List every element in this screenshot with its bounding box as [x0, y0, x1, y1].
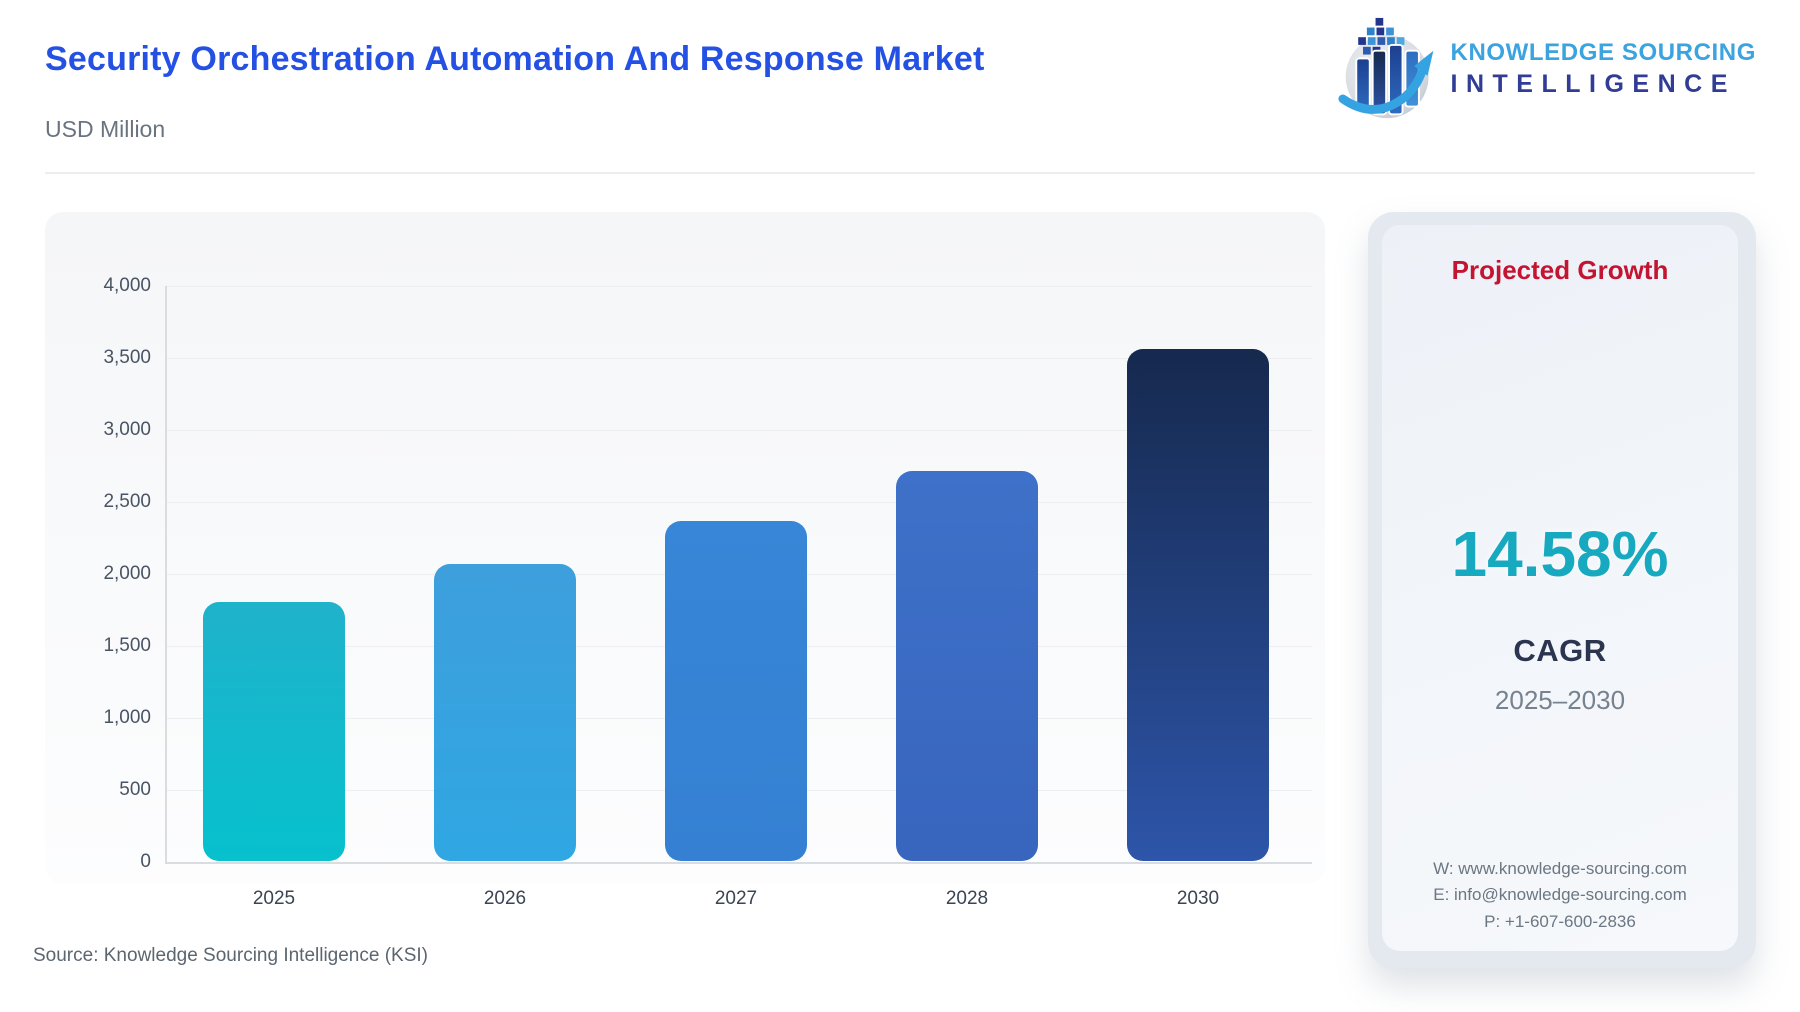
gridline: [166, 430, 1312, 431]
y-axis-tick-label: 3,000: [103, 419, 151, 440]
y-axis-tick-label: 4,000: [103, 275, 151, 296]
gridline: [166, 358, 1312, 359]
plot-area: 2025 2026 2027 2028 2030: [165, 286, 1312, 909]
y-axis-labels: 4,000 3,500 3,000 2,500 2,000 1,500 1,000 500 0: [45, 275, 151, 872]
contact-website: W: www.knowledge-sourcing.com: [1433, 858, 1687, 878]
unit-label: USD Million: [45, 116, 166, 142]
y-axis-tick-label: 2,000: [103, 563, 151, 584]
logo-line1: KNOWLEDGE SOURCING: [1450, 39, 1756, 66]
contact-email: E: info@knowledge-sourcing.com: [1433, 885, 1687, 905]
logo-text: KNOWLEDGE SOURCING INTELLIGENCE: [1451, 39, 1756, 99]
company-logo: KNOWLEDGE SOURCING INTELLIGENCE: [1337, 16, 1756, 122]
cagr-label: CAGR: [1513, 633, 1607, 668]
gridline: [166, 862, 1312, 864]
forecast-period: 2025–2030: [1494, 685, 1626, 715]
x-axis-tick-label: 2030: [1176, 888, 1220, 909]
x-axis-tick-label: 2025: [252, 888, 296, 909]
growth-panel-card: Projected Growth 14.58% CAGR 2025–2030 W…: [1382, 225, 1738, 951]
gridline: [166, 502, 1312, 503]
bar-chart-globe-arrow-icon: [1337, 17, 1433, 119]
y-axis-line: [165, 286, 167, 864]
source-note: Source: Knowledge Sourcing Intelligence …: [33, 945, 429, 966]
bar-2028[interactable]: [896, 471, 1038, 861]
contact-phone: P: +1-607-600-2836: [1484, 911, 1636, 931]
x-axis-tick-label: 2027: [714, 888, 758, 909]
page-title: Security Orchestration Automation And Re…: [45, 40, 985, 78]
y-axis-tick-label: 1,000: [103, 707, 151, 728]
logo-line2: INTELLIGENCE: [1450, 70, 1736, 98]
x-axis-tick-label: 2026: [483, 888, 527, 909]
y-axis-tick-label: 2,500: [103, 491, 151, 512]
bar-2026[interactable]: [434, 564, 576, 861]
y-axis-tick-label: 1,500: [103, 635, 151, 656]
y-axis-tick-label: 500: [119, 779, 151, 800]
chart-card: 4,000 3,500 3,000 2,500 2,000 1,500 1,000 500 0 …: [45, 212, 1325, 909]
growth-panel-title: Projected Growth: [1451, 255, 1669, 285]
gridline: [166, 286, 1312, 287]
bar-2025[interactable]: [203, 602, 345, 861]
y-axis-tick-label: 0: [140, 851, 151, 872]
header-divider: [45, 172, 1755, 174]
cagr-value: 14.58%: [1451, 518, 1669, 590]
x-axis-tick-label: 2028: [945, 888, 989, 909]
growth-panel: Projected Growth 14.58% CAGR 2025–2030 W…: [1368, 212, 1756, 968]
bar-2030[interactable]: [1127, 349, 1269, 861]
contact-block: W: www.knowledge-sourcing.com E: info@kn…: [1382, 856, 1738, 935]
bar-2027[interactable]: [665, 521, 807, 861]
y-axis-tick-label: 3,500: [103, 347, 151, 368]
